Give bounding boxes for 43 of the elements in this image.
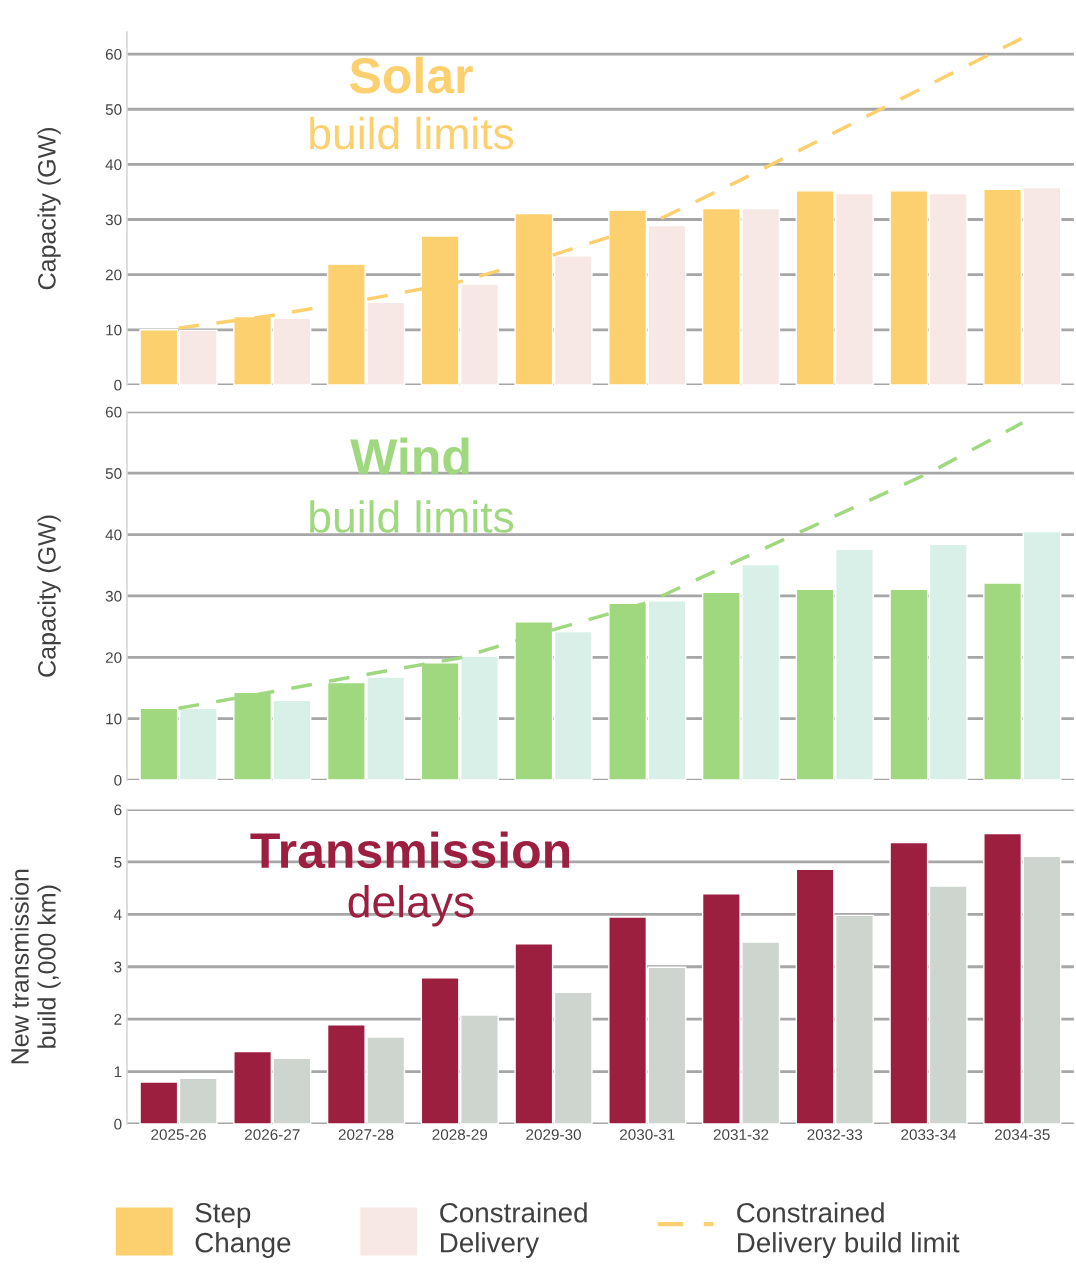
y-tick-label: 1 — [114, 1066, 122, 1078]
y-axis-title: Capacity (GW) — [37, 515, 61, 677]
y-tick-label: 50 — [105, 104, 122, 115]
x-tick-label: 2032-33 — [807, 1129, 863, 1140]
x-tick-label: 2029-30 — [526, 1129, 581, 1140]
y-axis-title: New transmission build (,000 km) — [10, 869, 61, 1064]
y-tick-label: 5 — [114, 856, 122, 868]
y-tick-label: 0 — [114, 774, 122, 786]
y-tick-label: 2 — [114, 1014, 122, 1025]
y-tick-label: 30 — [105, 590, 122, 602]
y-tick-label: 0 — [114, 379, 122, 391]
text: delays — [348, 885, 474, 927]
x-tick-label: 2031-32 — [713, 1129, 769, 1140]
y-tick-label: 60 — [105, 48, 122, 60]
y-tick-label: 20 — [105, 652, 122, 664]
y-tick-label: 10 — [106, 713, 122, 725]
x-tick-label: 2027-28 — [338, 1129, 394, 1140]
x-tick-label: 2034-35 — [995, 1129, 1050, 1140]
y-tick-label: 40 — [105, 529, 122, 541]
y-tick-label: 10 — [106, 324, 122, 336]
chart-title: Wind — [350, 437, 469, 475]
text: build limits — [310, 116, 514, 150]
y-tick-label: 30 — [105, 214, 122, 226]
x-tick-label: 2028-29 — [432, 1129, 488, 1140]
x-tick-label: 2026-27 — [245, 1129, 300, 1140]
legend-label: Constrained Delivery — [440, 1202, 587, 1258]
y-tick-label: 40 — [105, 159, 122, 171]
x-tick-label: 2033-34 — [901, 1129, 957, 1140]
y-tick-label: 3 — [114, 961, 122, 973]
y-axis-title: Capacity (GW) — [37, 128, 61, 290]
y-tick-label: 4 — [113, 909, 122, 920]
x-tick-label: 2025-26 — [151, 1129, 206, 1140]
y-tick-label: 6 — [114, 804, 122, 816]
x-tick-label: 2030-31 — [620, 1129, 675, 1140]
text: build limits — [310, 500, 514, 533]
chart-title: Transmission — [250, 831, 570, 869]
y-tick-label: 60 — [105, 406, 122, 418]
chart-title: Solar — [349, 56, 473, 94]
y-tick-label: 20 — [105, 269, 122, 281]
y-tick-label: 0 — [114, 1118, 122, 1130]
legend-label: Constrained Delivery build limit — [737, 1202, 960, 1258]
legend-label: Step Change — [195, 1202, 291, 1258]
y-tick-label: 50 — [105, 468, 122, 479]
